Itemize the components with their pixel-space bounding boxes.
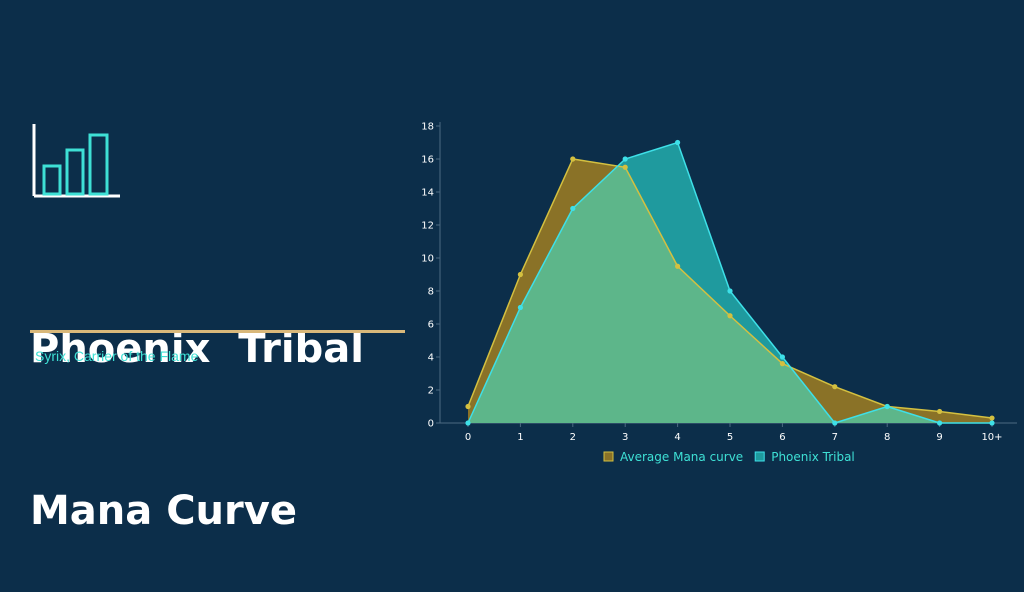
data-point (937, 408, 943, 415)
x-tick-label: 4 (674, 432, 680, 443)
data-point (937, 420, 943, 426)
x-tick-label: 0 (465, 432, 471, 443)
data-point (622, 156, 628, 162)
x-tick-label: 7 (832, 432, 838, 443)
legend-label: Average Mana curve (620, 450, 743, 464)
x-tick-label: 1 (517, 432, 523, 443)
data-point (570, 156, 576, 162)
y-tick-label: 10 (421, 254, 434, 265)
y-tick-label: 6 (428, 320, 434, 331)
legend-label: Phoenix Tribal (771, 450, 855, 464)
y-tick-label: 4 (428, 353, 434, 364)
data-point (517, 304, 524, 311)
y-tick-label: 2 (428, 386, 434, 397)
data-point (465, 420, 471, 426)
legend-swatch (603, 451, 614, 462)
x-tick-label: 6 (779, 432, 785, 443)
x-tick-label: 9 (936, 432, 942, 443)
y-tick-label: 18 (421, 122, 434, 133)
x-tick-label: 10+ (981, 432, 1002, 443)
x-tick-label: 5 (727, 432, 733, 443)
data-point (622, 164, 628, 170)
y-tick-label: 0 (428, 419, 434, 430)
data-point (832, 384, 838, 390)
data-point (727, 288, 733, 294)
data-point (675, 139, 681, 146)
x-tick-label: 2 (570, 432, 576, 443)
y-tick-label: 16 (421, 155, 434, 166)
legend-swatch (754, 451, 765, 462)
data-point (989, 420, 995, 426)
x-tick-label: 3 (622, 432, 628, 443)
data-point (832, 420, 838, 426)
y-tick-label: 14 (421, 188, 434, 199)
data-point (779, 361, 786, 367)
title-divider (30, 330, 405, 333)
x-tick-label: 8 (884, 432, 890, 443)
data-point (465, 403, 471, 410)
data-point (779, 354, 786, 360)
y-tick-label: 12 (421, 221, 434, 232)
data-point (517, 271, 524, 278)
data-point (675, 263, 681, 269)
data-point (727, 313, 733, 319)
subtitle: Syrix, Carrier of the Flame (35, 348, 199, 364)
title-line-1: Phoenix Tribal (30, 326, 364, 372)
data-point (884, 403, 890, 410)
y-tick-label: 8 (428, 287, 434, 298)
series-overlap-area (468, 159, 992, 423)
bar-chart-icon (32, 124, 120, 198)
data-point (989, 415, 995, 421)
data-point (570, 205, 576, 212)
